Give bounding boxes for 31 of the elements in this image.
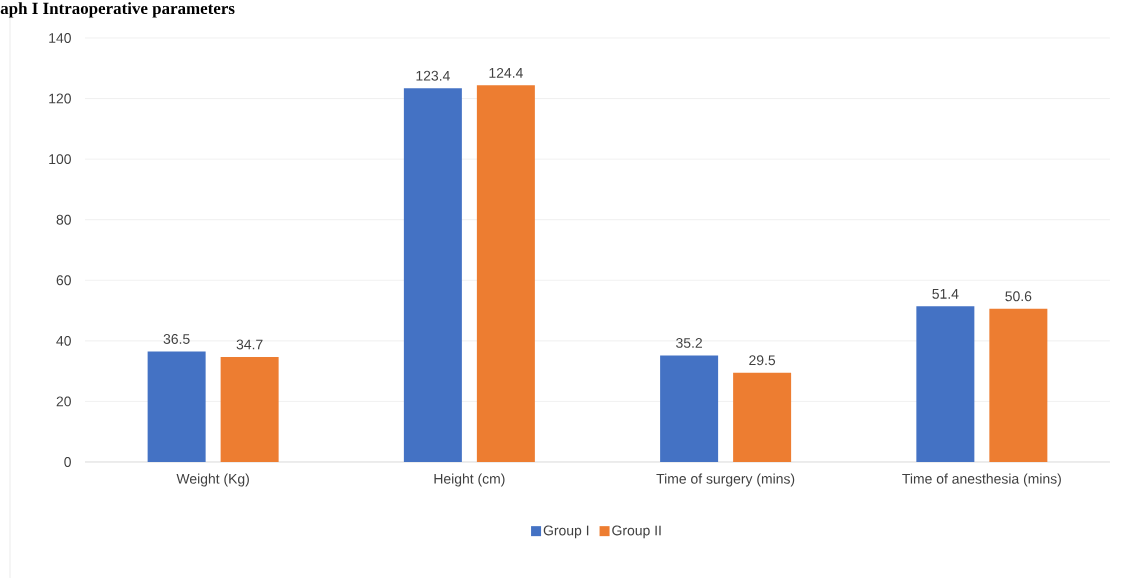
- bar: [220, 356, 279, 462]
- y-tick-label: 0: [64, 457, 71, 467]
- y-tick-label: 60: [56, 275, 71, 286]
- y-tick-label: 120: [49, 93, 71, 104]
- legend-label: Group II: [612, 525, 661, 539]
- data-label: 36.5: [163, 334, 190, 344]
- x-tick-label: Time of anesthesia (mins): [902, 473, 1061, 487]
- bar: [403, 88, 462, 462]
- y-tick-label: 100: [49, 154, 71, 165]
- data-label: 123.4: [416, 70, 450, 81]
- bar: [476, 85, 535, 462]
- data-label: 29.5: [749, 355, 776, 366]
- y-tick-label: 40: [56, 335, 71, 346]
- bar: [989, 308, 1048, 462]
- y-tick-label: 80: [56, 214, 71, 225]
- data-label: 34.7: [236, 339, 263, 350]
- data-label: 35.2: [676, 337, 702, 348]
- y-tick-label: 140: [49, 33, 71, 43]
- bar: [916, 306, 975, 462]
- bar: [660, 355, 719, 462]
- data-label: 51.4: [932, 289, 959, 299]
- bar: [147, 351, 206, 462]
- chart-title: aph I Intraoperative parameters: [0, 2, 235, 18]
- y-tick-label: 20: [56, 396, 71, 407]
- x-tick-label: Height (cm): [434, 473, 505, 487]
- bar: [733, 372, 792, 462]
- legend-label: Group I: [543, 525, 589, 539]
- x-tick-label: Weight (Kg): [176, 473, 249, 487]
- x-tick-label: Time of surgery (mins): [656, 473, 795, 487]
- data-label: 50.6: [1005, 291, 1032, 302]
- data-label: 124.4: [489, 67, 523, 78]
